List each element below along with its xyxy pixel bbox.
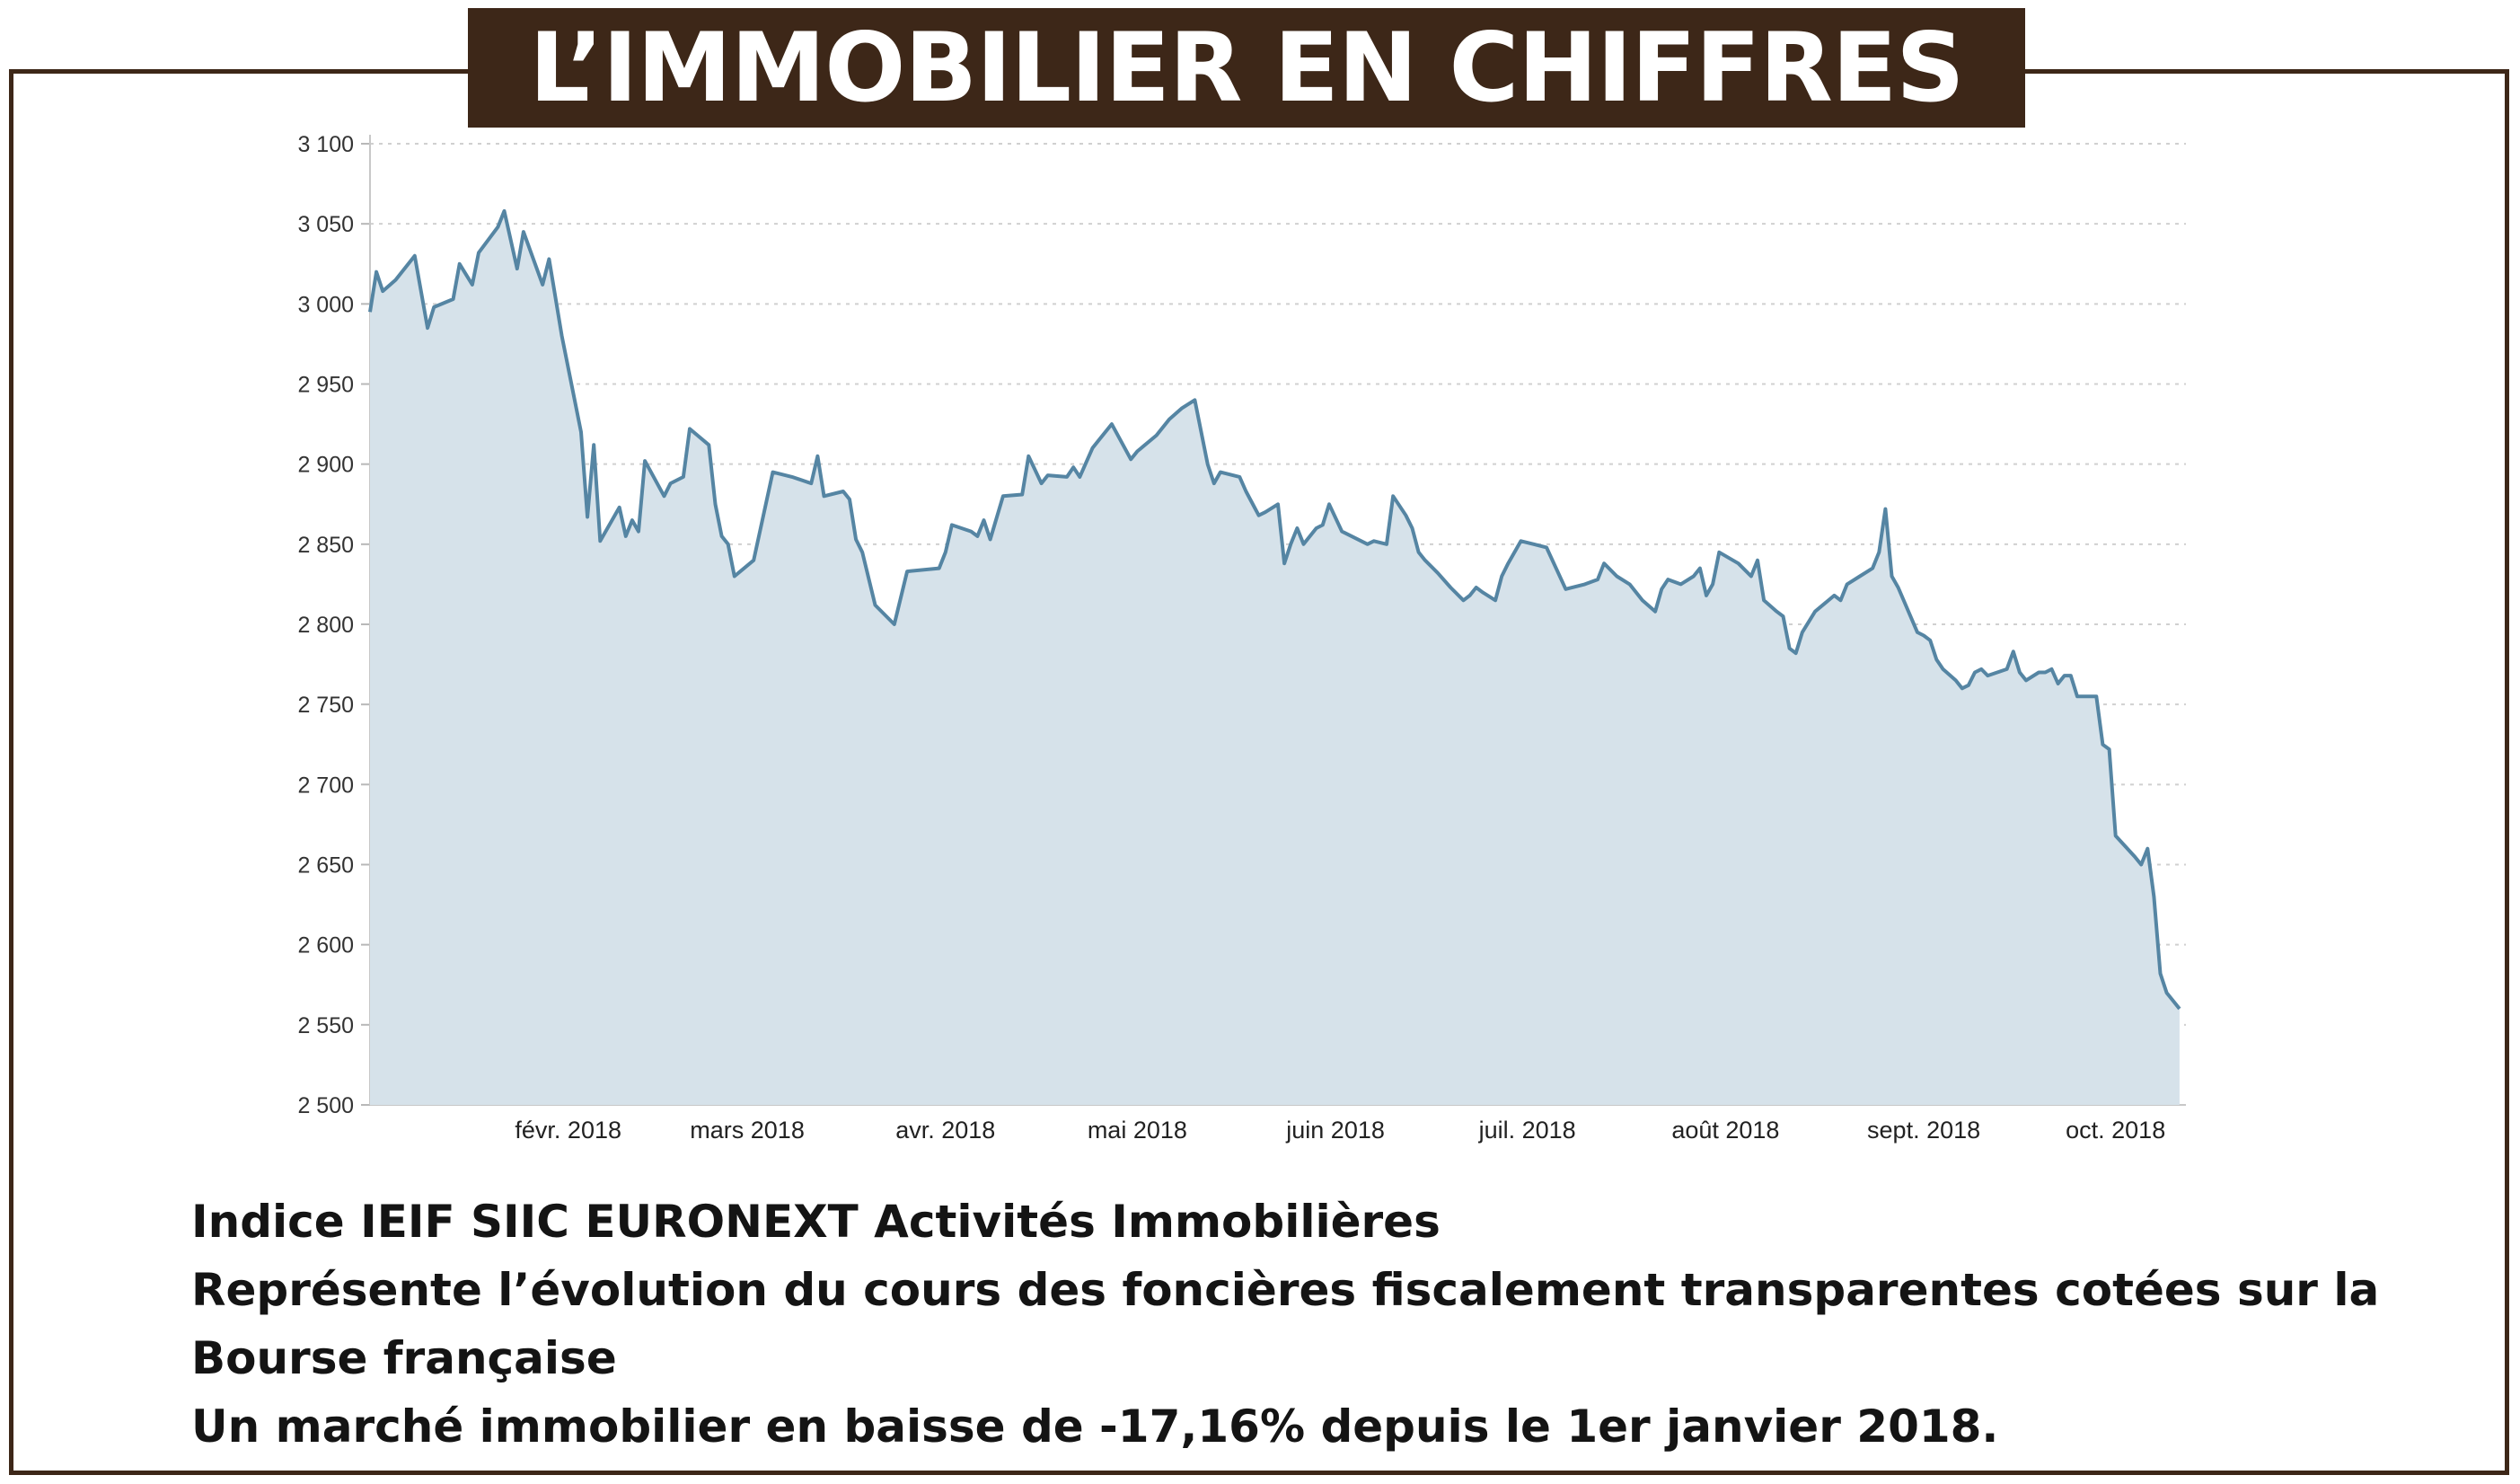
- caption-line-description-cont: Bourse française: [191, 1332, 617, 1384]
- caption-line-performance: Un marché immobilier en baisse de -17,16…: [191, 1400, 1999, 1453]
- y-tick-label: 3 050: [297, 212, 354, 237]
- y-tick-label: 2 900: [297, 453, 354, 478]
- x-tick-label: mai 2018: [1088, 1117, 1187, 1144]
- y-tick-label: 2 700: [297, 773, 354, 798]
- y-tick-label: 2 800: [297, 613, 354, 638]
- page-title: L’IMMOBILIER EN CHIFFRES: [529, 13, 1964, 123]
- y-axis: 3 100 3 050 3 000 2 950 2 900 2 850 2 800 2 750…: [297, 132, 371, 1118]
- x-axis: févr. 2018 mars 2018 avr. 2018 mai 2018 juin…: [370, 1104, 2186, 1144]
- x-tick-label: sept. 2018: [1867, 1117, 1980, 1144]
- x-tick-label: juil. 2018: [1478, 1117, 1576, 1144]
- y-tick-label: 2 650: [297, 853, 354, 879]
- x-tick-label: oct. 2018: [2066, 1117, 2165, 1144]
- y-tick-label: 2 550: [297, 1013, 354, 1038]
- y-tick-label: 2 600: [297, 933, 354, 958]
- x-tick-label: mars 2018: [690, 1117, 805, 1144]
- title-banner: L’IMMOBILIER EN CHIFFRES: [468, 8, 2025, 128]
- series-area-fill: [370, 210, 2180, 1105]
- y-tick-label: 2 850: [297, 533, 354, 558]
- chart-caption: Indice IEIF SIIC EURONEXT Activités Immo…: [191, 1188, 2380, 1461]
- series-line: [368, 208, 2181, 1011]
- y-tick-label: 2 950: [297, 373, 354, 398]
- index-area-chart: 3 100 3 050 3 000 2 950 2 900 2 850 2 800 2 750…: [297, 132, 2186, 1144]
- x-tick-label: févr. 2018: [515, 1117, 621, 1144]
- x-tick-label: avr. 2018: [895, 1117, 995, 1144]
- y-tick-label: 2 500: [297, 1093, 354, 1118]
- y-tick-label: 3 100: [297, 132, 354, 157]
- y-tick-label: 2 750: [297, 693, 354, 718]
- x-tick-label: août 2018: [1671, 1117, 1779, 1144]
- x-tick-label: juin 2018: [1285, 1117, 1385, 1144]
- y-tick-label: 3 000: [297, 292, 354, 317]
- caption-line-index-name: Indice IEIF SIIC EURONEXT Activités Immo…: [191, 1196, 1441, 1248]
- caption-line-description: Représente l’évolution du cours des fonc…: [191, 1264, 2380, 1316]
